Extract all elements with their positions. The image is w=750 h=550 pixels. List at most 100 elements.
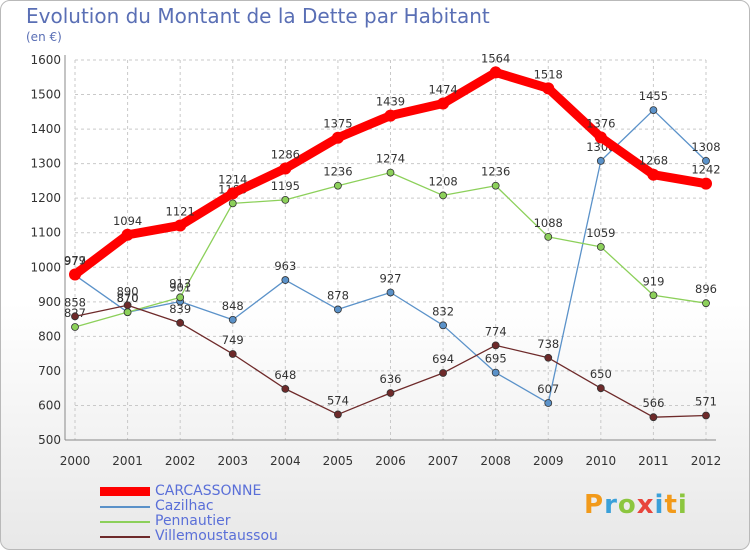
y-tick-label: 1000 xyxy=(30,260,61,274)
legend-item: Pennautier xyxy=(100,514,278,529)
data-point-cazilhac xyxy=(386,288,395,297)
data-label-villemoustaussou: 636 xyxy=(380,372,402,386)
data-label-carcassonne: 1376 xyxy=(586,116,615,130)
chart-subtitle: (en €) xyxy=(26,30,62,44)
data-point-villemoustaussou xyxy=(176,318,185,327)
legend-item: Villemoustaussou xyxy=(100,529,278,544)
data-label-pennautier: 870 xyxy=(117,291,139,305)
data-point-carcassonne xyxy=(121,228,134,241)
data-point-villemoustaussou xyxy=(702,411,710,420)
data-label-cazilhac: 1455 xyxy=(639,89,668,103)
data-label-villemoustaussou: 694 xyxy=(432,352,454,366)
data-point-cazilhac xyxy=(596,156,605,165)
data-label-carcassonne: 1518 xyxy=(534,67,563,81)
x-tick-label: 2003 xyxy=(217,454,248,468)
legend-label: Pennautier xyxy=(155,513,231,529)
x-tick-label: 2010 xyxy=(586,454,617,468)
data-point-villemoustaussou xyxy=(649,413,658,422)
data-point-villemoustaussou xyxy=(123,301,132,310)
logo-letter: P xyxy=(584,490,605,520)
data-point-carcassonne xyxy=(542,82,555,95)
data-point-villemoustaussou xyxy=(71,312,79,321)
data-label-villemoustaussou: 648 xyxy=(274,368,296,382)
logo-letter: x xyxy=(636,490,655,520)
data-label-carcassonne: 1268 xyxy=(639,154,668,168)
data-point-cazilhac xyxy=(702,156,710,165)
data-label-pennautier: 1059 xyxy=(586,226,615,240)
data-label-carcassonne: 1214 xyxy=(218,172,247,186)
logo-letter: i xyxy=(654,490,665,520)
data-point-villemoustaussou xyxy=(281,384,290,393)
x-tick-label: 2000 xyxy=(60,454,91,468)
data-label-villemoustaussou: 858 xyxy=(64,295,86,309)
data-point-villemoustaussou xyxy=(386,389,395,397)
data-label-pennautier: 913 xyxy=(169,276,191,290)
data-label-carcassonne: 1564 xyxy=(481,51,510,65)
data-label-cazilhac: 977 xyxy=(64,254,86,268)
data-label-carcassonne: 1242 xyxy=(691,163,720,177)
proxiti-logo: Proxiti xyxy=(584,490,688,520)
x-tick-label: 2009 xyxy=(533,454,564,468)
data-point-carcassonne xyxy=(384,109,397,122)
data-label-pennautier: 896 xyxy=(695,282,717,296)
data-point-carcassonne xyxy=(489,66,502,79)
data-label-pennautier: 1088 xyxy=(534,216,563,230)
data-label-carcassonne: 1439 xyxy=(376,95,405,109)
data-label-villemoustaussou: 890 xyxy=(117,284,139,298)
x-tick-label: 2012 xyxy=(691,454,722,468)
data-point-carcassonne xyxy=(279,162,292,175)
legend-item: CARCASSONNE xyxy=(100,484,278,499)
x-tick-label: 2005 xyxy=(323,454,354,468)
data-label-villemoustaussou: 839 xyxy=(169,302,191,316)
data-point-cazilhac xyxy=(334,305,342,314)
data-label-carcassonne: 1286 xyxy=(271,147,300,161)
data-label-cazilhac: 870 xyxy=(117,291,139,305)
data-point-cazilhac xyxy=(228,315,237,324)
chart-title: Evolution du Montant de la Dette par Hab… xyxy=(26,4,490,28)
data-point-cazilhac xyxy=(544,399,553,407)
data-label-pennautier: 1236 xyxy=(323,165,352,179)
data-label-cazilhac: 878 xyxy=(327,288,349,302)
x-tick-label: 2007 xyxy=(428,454,459,468)
logo-letter: r xyxy=(604,490,618,520)
data-label-pennautier: 1274 xyxy=(376,152,405,166)
data-label-villemoustaussou: 738 xyxy=(537,337,559,351)
y-tick-label: 1500 xyxy=(30,88,61,102)
legend-swatch xyxy=(100,521,150,523)
data-point-villemoustaussou xyxy=(544,353,553,362)
y-tick-label: 1300 xyxy=(30,157,61,171)
y-tick-label: 1400 xyxy=(30,122,61,136)
data-point-pennautier xyxy=(544,232,553,241)
data-point-cazilhac xyxy=(281,276,290,284)
data-point-villemoustaussou xyxy=(334,410,342,419)
data-point-villemoustaussou xyxy=(491,341,500,350)
x-tick-label: 2004 xyxy=(270,454,301,468)
y-tick-label: 1100 xyxy=(30,226,61,240)
data-label-carcassonne: 1375 xyxy=(323,117,352,131)
data-point-pennautier xyxy=(71,323,79,331)
data-point-pennautier xyxy=(176,293,185,302)
data-point-carcassonne xyxy=(594,131,607,144)
data-label-carcassonne: 979 xyxy=(64,254,86,268)
data-label-villemoustaussou: 650 xyxy=(590,367,612,381)
data-label-cazilhac: 848 xyxy=(222,299,244,313)
data-point-cazilhac xyxy=(491,368,500,377)
y-tick-label: 1200 xyxy=(30,191,61,205)
data-label-villemoustaussou: 574 xyxy=(327,393,349,407)
data-label-carcassonne: 1474 xyxy=(428,83,457,97)
data-label-carcassonne: 1094 xyxy=(113,214,142,228)
data-point-carcassonne xyxy=(69,268,81,281)
logo-letter: o xyxy=(617,490,637,520)
legend-item: Cazilhac xyxy=(100,499,278,514)
legend-label: Villemoustaussou xyxy=(155,528,278,544)
data-label-pennautier: 919 xyxy=(642,274,664,288)
data-point-pennautier xyxy=(649,291,658,300)
data-point-pennautier xyxy=(281,196,290,204)
logo-letter: t xyxy=(664,490,678,520)
data-point-carcassonne xyxy=(226,187,239,200)
data-label-villemoustaussou: 749 xyxy=(222,333,244,347)
data-point-pennautier xyxy=(491,181,500,190)
data-point-pennautier xyxy=(386,168,395,177)
data-label-cazilhac: 901 xyxy=(169,280,191,294)
